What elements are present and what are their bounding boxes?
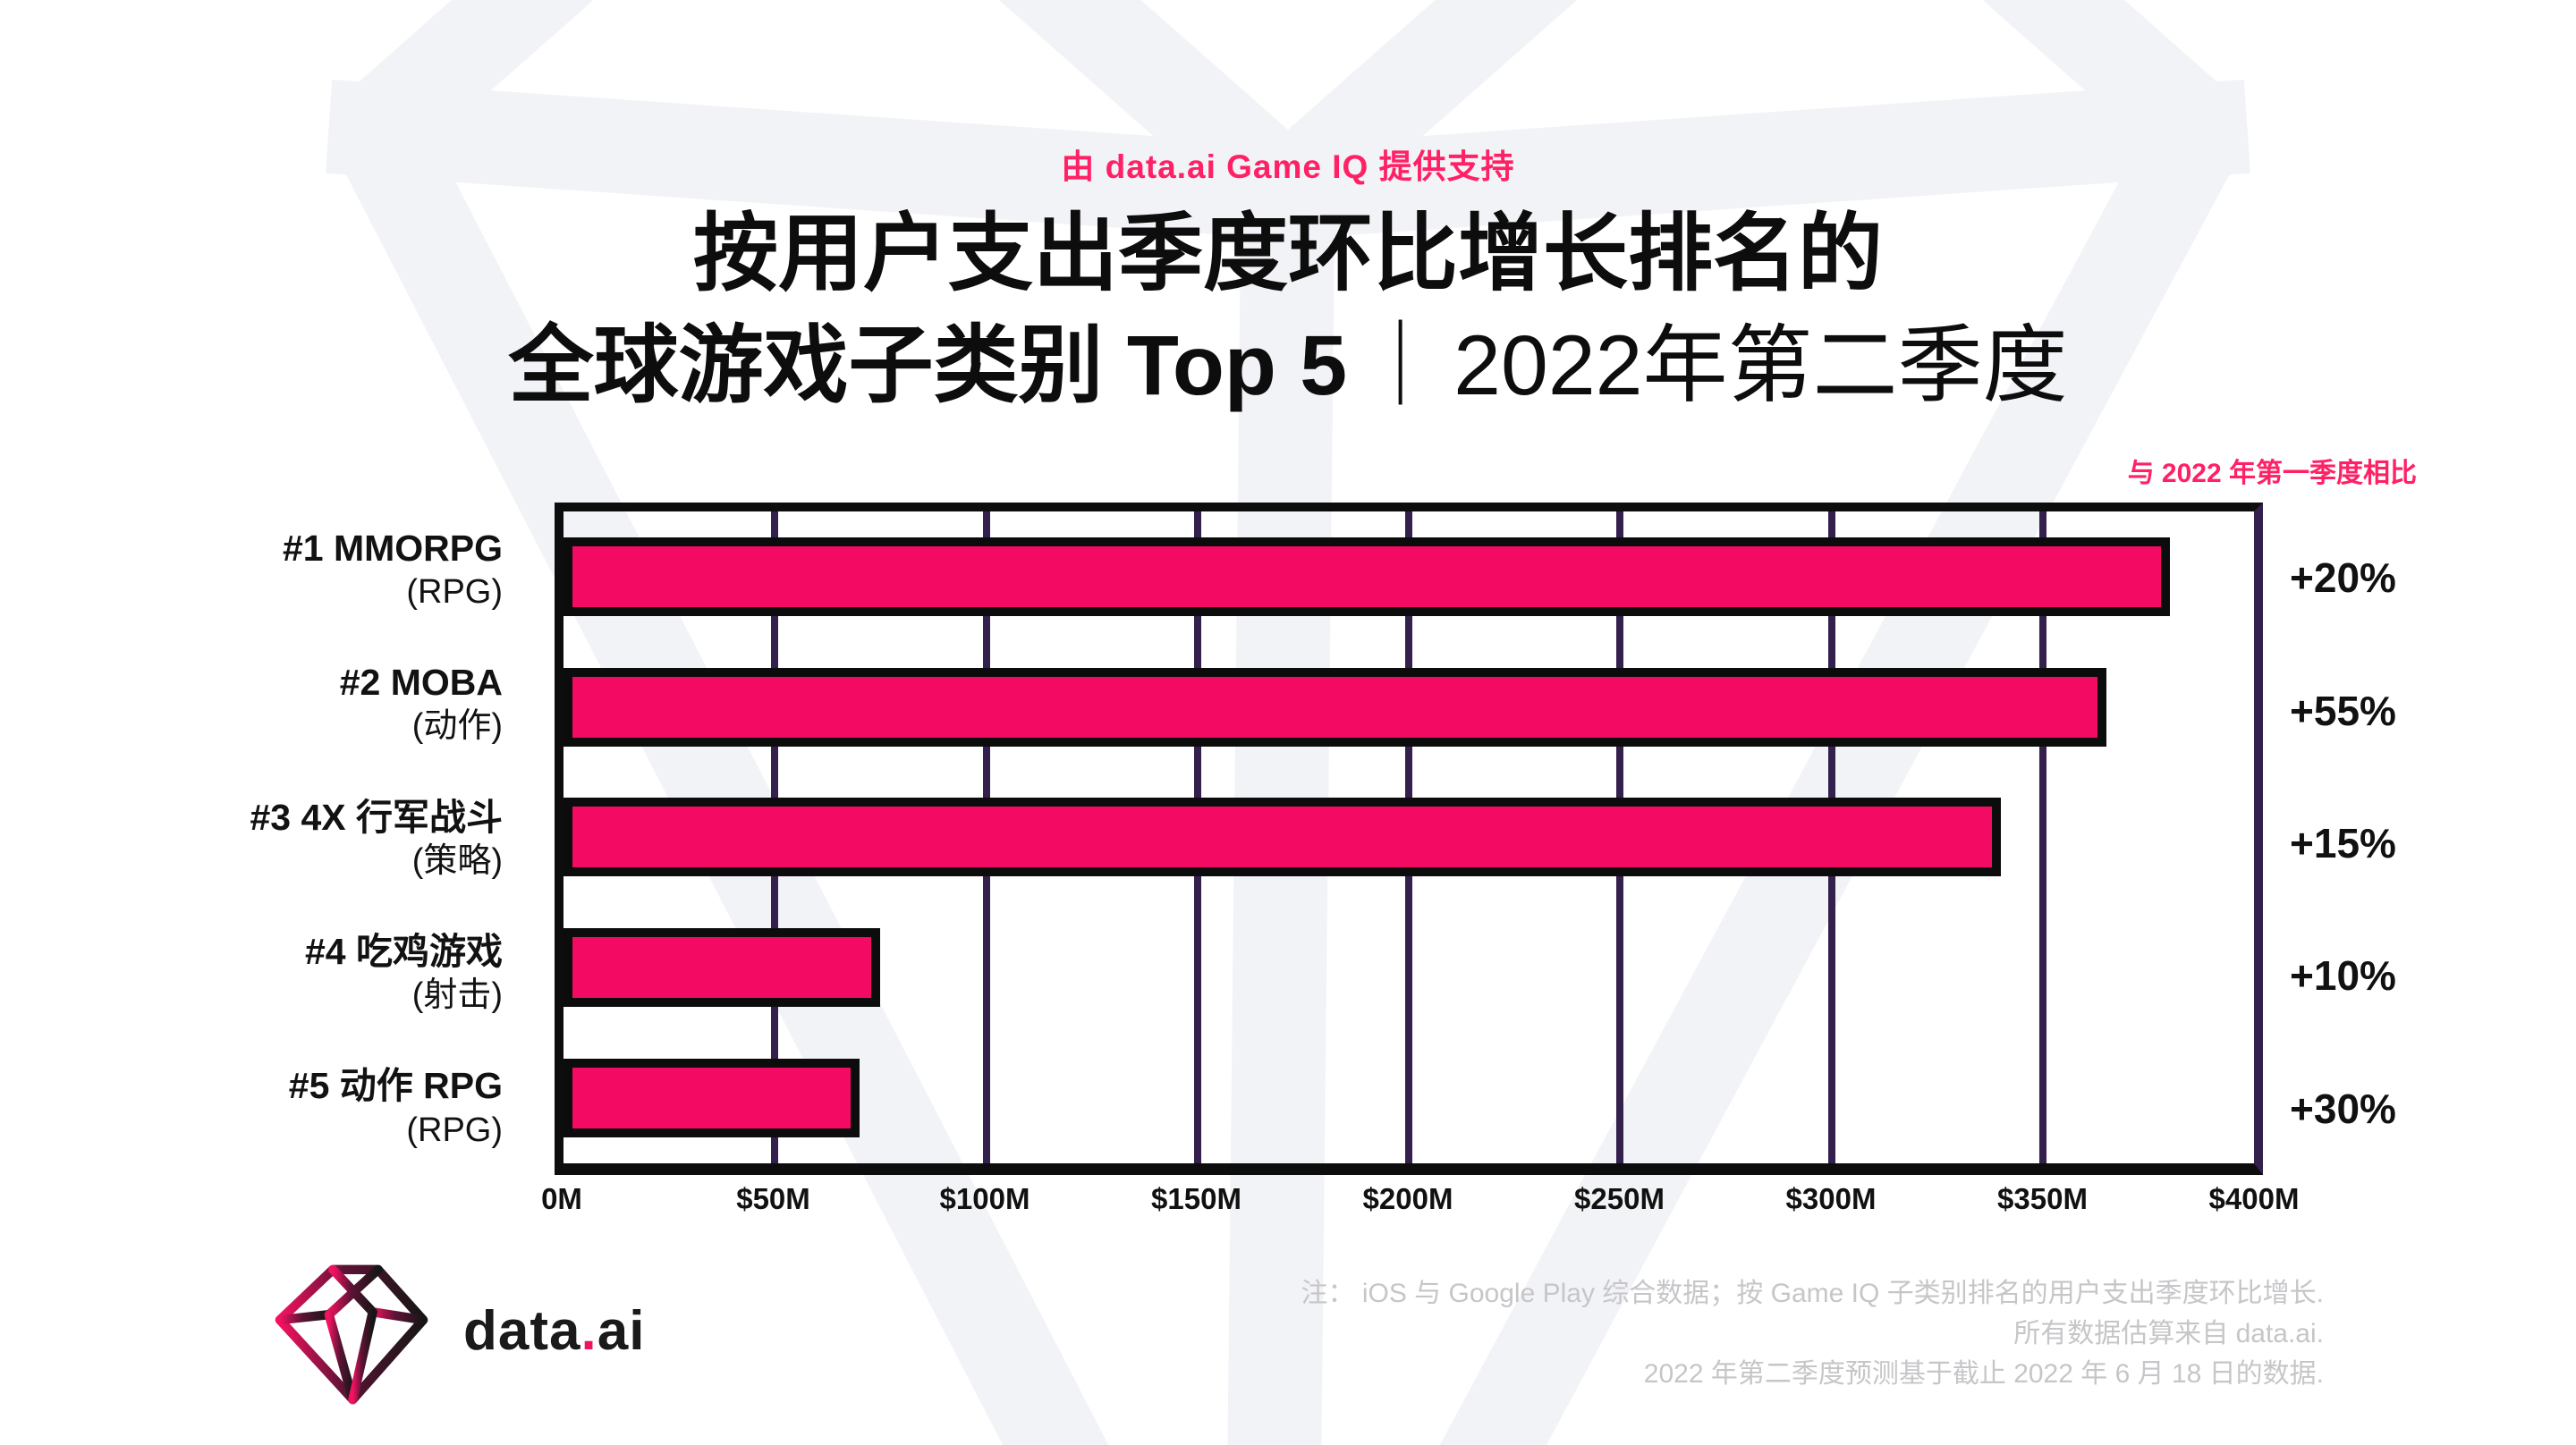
category-name: #5 动作 RPG xyxy=(288,1065,503,1107)
bar-row xyxy=(564,511,2254,642)
footnotes: 注： iOS 与 Google Play 综合数据；按 Game IQ 子类别排… xyxy=(1301,1273,2325,1394)
category-labels: #1 MMORPG (RPG) #2 MOBA (动作) #3 4X 行军战斗 … xyxy=(134,503,555,1175)
category-genre: (RPG) xyxy=(406,572,503,611)
bar-row xyxy=(564,773,2254,903)
category-label: #4 吃鸡游戏 (射击) xyxy=(134,906,503,1040)
category-genre: (策略) xyxy=(411,841,503,880)
category-genre: (RPG) xyxy=(406,1111,503,1149)
data-ai-logo: data.ai xyxy=(267,1254,645,1407)
x-tick: $400M xyxy=(2208,1182,2300,1215)
logo-word-suffix: ai xyxy=(597,1299,646,1362)
footnote-line: 2022 年第二季度预测基于截止 2022 年 6 月 18 日的数据. xyxy=(1643,1359,2324,1389)
footnote-line: 注： iOS 与 Google Play 综合数据；按 Game IQ 子类别排… xyxy=(1301,1279,2325,1308)
category-name: #3 4X 行军战斗 xyxy=(250,796,503,838)
bar-row xyxy=(564,1033,2254,1163)
category-name: #4 吃鸡游戏 xyxy=(305,931,503,972)
bar-moba xyxy=(564,667,2106,747)
x-tick: $250M xyxy=(1574,1182,1665,1215)
x-tick: $150M xyxy=(1151,1182,1241,1215)
growth-labels: +20% +55% +15% +10% +30% xyxy=(2263,503,2531,1175)
category-genre: (射击) xyxy=(411,976,503,1015)
gridline-350m xyxy=(2038,511,2046,1163)
x-tick: $50M xyxy=(736,1182,810,1215)
growth-label: +15% xyxy=(2290,820,2396,867)
logo-wordmark: data.ai xyxy=(463,1299,645,1363)
bar-row xyxy=(564,642,2254,773)
chart-title-line2: 全球游戏子类别 Top 5 ｜ 2022年第二季度 xyxy=(0,310,2576,422)
x-axis: 0M $50M $100M $150M $200M $250M $300M $3… xyxy=(541,1182,2299,1223)
growth-label: +30% xyxy=(2290,1085,2396,1132)
logo-dot: . xyxy=(580,1299,597,1362)
logo-word-prefix: data xyxy=(463,1299,581,1362)
bar-chart: #1 MMORPG (RPG) #2 MOBA (动作) #3 4X 行军战斗 … xyxy=(134,503,2531,1175)
growth-label: +55% xyxy=(2290,687,2396,734)
x-tick: $300M xyxy=(1785,1182,1877,1215)
gem-icon xyxy=(275,1264,428,1405)
category-label: #5 动作 RPG (RPG) xyxy=(134,1041,503,1175)
chart-title: 按用户支出季度环比增长排名的 全球游戏子类别 Top 5 ｜ 2022年第二季度 xyxy=(0,199,2576,423)
category-name: #2 MOBA xyxy=(339,662,503,704)
chart-title-separator: ｜ xyxy=(1358,318,1444,414)
bar-action-rpg xyxy=(564,1059,860,1138)
powered-by-note: 由 data.ai Game IQ 提供支持 xyxy=(1061,148,1515,185)
bar-4x-march xyxy=(564,798,2001,877)
category-name: #1 MMORPG xyxy=(282,527,503,569)
growth-label: +10% xyxy=(2290,952,2396,1000)
bar-mmorpg xyxy=(564,537,2170,616)
category-genre: (动作) xyxy=(411,707,503,746)
comparison-note: 与 2022 年第一季度相比 xyxy=(2127,459,2417,488)
chart-title-line1: 按用户支出季度环比增长排名的 xyxy=(692,207,1883,301)
growth-label: +20% xyxy=(2290,554,2396,602)
x-tick: $100M xyxy=(939,1182,1030,1215)
category-label: #2 MOBA (动作) xyxy=(134,637,503,771)
chart-title-line2-regular: 2022年第二季度 xyxy=(1453,318,2068,414)
category-label: #1 MMORPG (RPG) xyxy=(134,503,503,637)
x-tick: $200M xyxy=(1362,1182,1453,1215)
x-tick: 0M xyxy=(541,1182,582,1215)
chart-title-line2-bold: 全球游戏子类别 Top 5 xyxy=(508,318,1348,414)
bar-battle-royale xyxy=(564,928,881,1008)
bars xyxy=(564,511,2254,1163)
footnote-line: 所有数据估算来自 data.ai. xyxy=(2013,1319,2324,1348)
category-label: #3 4X 行军战斗 (策略) xyxy=(134,772,503,906)
x-tick: $350M xyxy=(1997,1182,2088,1215)
bar-row xyxy=(564,902,2254,1033)
plot-area xyxy=(555,503,2263,1175)
